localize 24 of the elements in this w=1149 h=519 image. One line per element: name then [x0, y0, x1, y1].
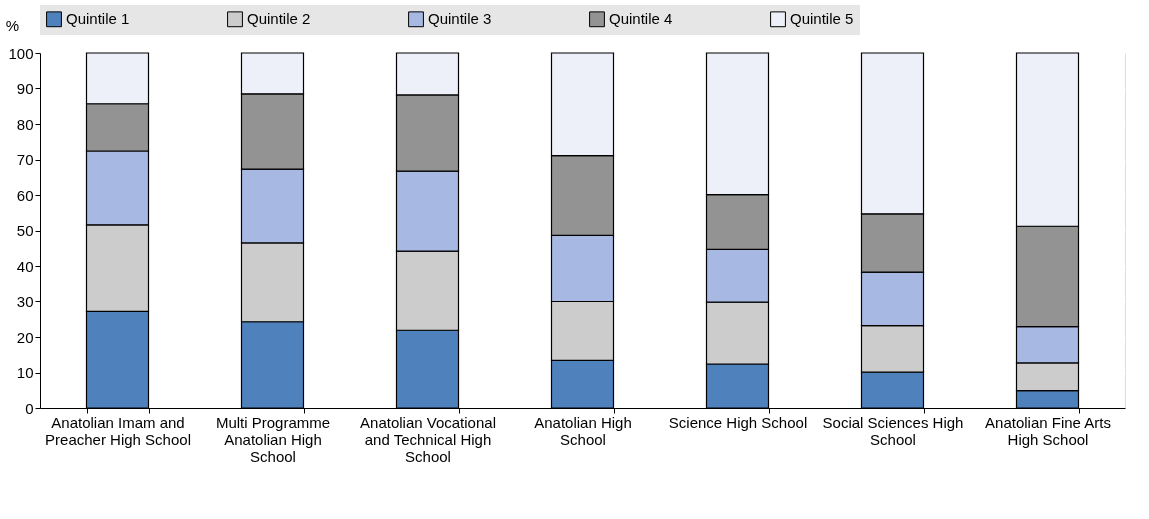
legend-label: Quintile 3 [428, 10, 492, 28]
y-tick-label: 30 [16, 293, 34, 310]
x-tick-label: Anatolian High School [534, 413, 632, 448]
x-tick-label: Multi Programme Anatolian High School [215, 413, 331, 465]
x-tick-label: Anatolian Vocational and Technical High School [360, 413, 496, 465]
y-tick-label: 90 [16, 80, 34, 97]
y-axis-title: % [5, 16, 20, 34]
y-tick-label: 20 [16, 328, 34, 346]
x-tick-label: Science High School [668, 413, 808, 431]
y-tick-label: 70 [16, 151, 34, 168]
x-tick-label: Anatolian Imam and Preacher High School [45, 413, 191, 448]
y-tick-label: 40 [16, 257, 34, 275]
y-tick-label: 10 [16, 364, 34, 381]
legend-label: Quintile 5 [790, 10, 854, 28]
x-tick-label: Anatolian Fine Arts High School [985, 413, 1111, 448]
x-tick-label: Social Sciences High School [822, 413, 964, 448]
y-tick-label: 50 [16, 222, 34, 239]
y-tick-label: 0 [25, 399, 34, 417]
y-tick-label: 100 [8, 44, 34, 62]
y-tick-label: 80 [16, 115, 34, 133]
legend-label: Quintile 2 [247, 10, 311, 28]
legend-label: Quintile 1 [66, 10, 130, 28]
legend-label: Quintile 4 [609, 10, 673, 28]
y-tick-label: 60 [16, 186, 34, 204]
